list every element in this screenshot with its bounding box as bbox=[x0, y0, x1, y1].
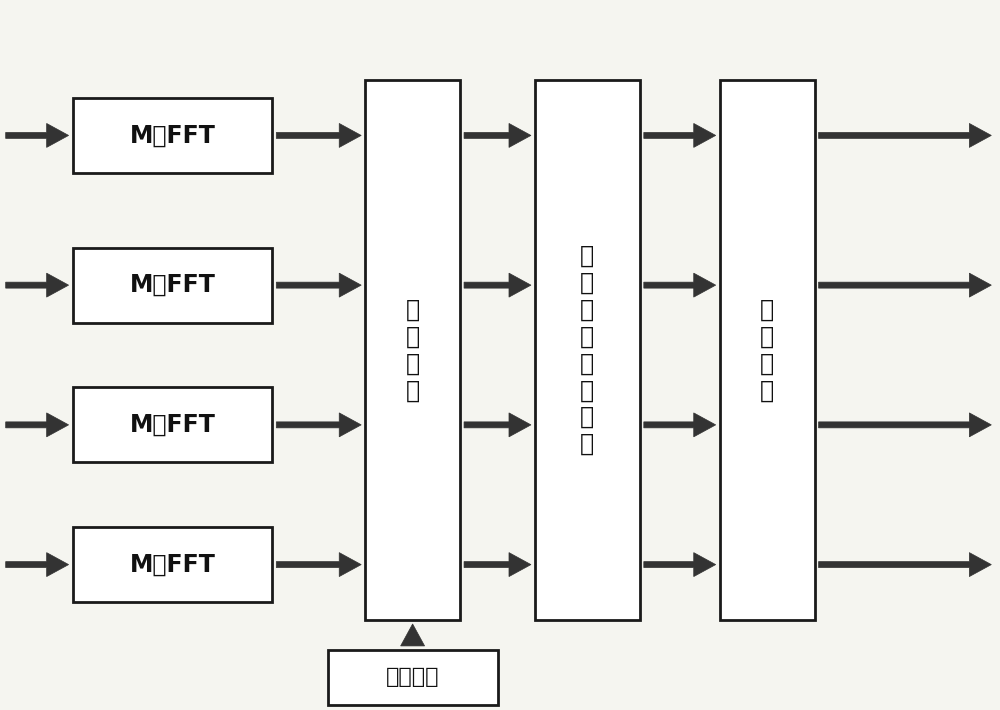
Polygon shape bbox=[644, 552, 716, 577]
Polygon shape bbox=[401, 624, 425, 646]
Polygon shape bbox=[6, 273, 69, 297]
Bar bbox=[328, 650, 498, 705]
Text: M点FFT: M点FFT bbox=[130, 413, 215, 437]
Polygon shape bbox=[819, 124, 991, 148]
Polygon shape bbox=[464, 124, 531, 148]
Text: 旋转因子: 旋转因子 bbox=[386, 667, 439, 687]
Bar bbox=[73, 98, 272, 173]
Polygon shape bbox=[276, 273, 361, 297]
Polygon shape bbox=[464, 552, 531, 577]
Polygon shape bbox=[6, 124, 69, 148]
Bar bbox=[365, 80, 460, 620]
Polygon shape bbox=[644, 273, 716, 297]
Polygon shape bbox=[6, 413, 69, 437]
Polygon shape bbox=[464, 273, 531, 297]
Text: M点FFT: M点FFT bbox=[130, 124, 215, 148]
Bar bbox=[535, 80, 640, 620]
Text: 复
数
相
乘: 复 数 相 乘 bbox=[406, 297, 420, 403]
Polygon shape bbox=[644, 124, 716, 148]
Polygon shape bbox=[276, 413, 361, 437]
Bar bbox=[73, 527, 272, 602]
Bar bbox=[73, 248, 272, 322]
Text: M点FFT: M点FFT bbox=[130, 273, 215, 297]
Polygon shape bbox=[464, 413, 531, 437]
Text: 求
和
计
算: 求 和 计 算 bbox=[760, 297, 774, 403]
Polygon shape bbox=[6, 552, 69, 577]
Polygon shape bbox=[819, 413, 991, 437]
Text: 实
虚
部
和
符
号
翻
转: 实 虚 部 和 符 号 翻 转 bbox=[580, 244, 594, 456]
Polygon shape bbox=[276, 552, 361, 577]
Bar bbox=[720, 80, 815, 620]
Bar bbox=[73, 388, 272, 462]
Polygon shape bbox=[819, 273, 991, 297]
Polygon shape bbox=[276, 124, 361, 148]
Text: M点FFT: M点FFT bbox=[130, 552, 215, 577]
Polygon shape bbox=[644, 413, 716, 437]
Polygon shape bbox=[819, 552, 991, 577]
